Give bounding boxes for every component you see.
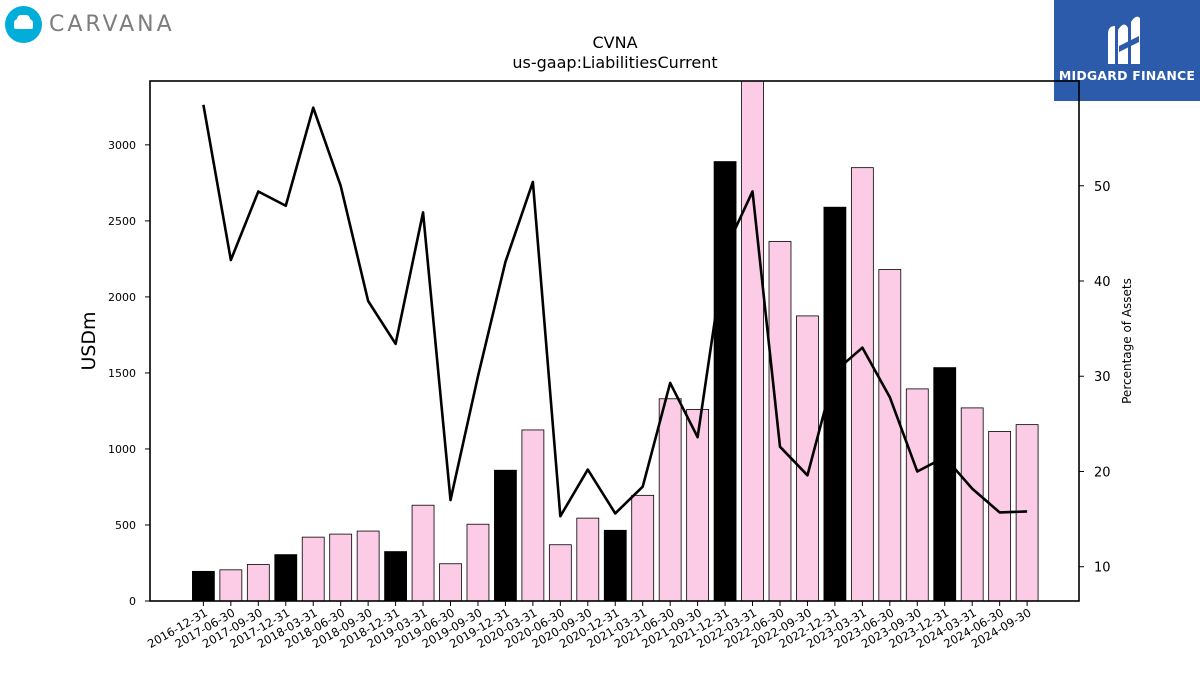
y2-tick-label: 40 (1094, 275, 1111, 290)
y2-tick-label: 30 (1094, 370, 1111, 385)
carvana-logo: CARVANA (5, 5, 175, 43)
bar-2019-12-31 (494, 469, 517, 602)
y-tick-label: 0 (129, 595, 136, 608)
bar-2024-03-31 (960, 407, 984, 602)
bar-2020-06-30 (548, 544, 572, 602)
y-tick-label: 2000 (108, 291, 136, 304)
bar-2016-12-31 (192, 570, 215, 602)
x-axis: 2016-12-312017-06-302017-09-302017-12-31… (145, 601, 1034, 651)
chart-title: CVNA (592, 33, 637, 52)
y2-tick-label: 50 (1094, 180, 1111, 195)
chart-subtitle: us-gaap:LiabilitiesCurrent (512, 53, 717, 72)
y-tick-label: 500 (115, 519, 136, 532)
bar-2020-12-31 (603, 529, 627, 602)
bar-2022-09-30 (796, 315, 819, 602)
bar-2018-12-31 (384, 551, 407, 602)
midgard-wordmark: MIDGARD FINANCE (1058, 68, 1196, 83)
y2-axis-label: Percentage of Assets (1120, 278, 1134, 404)
bar-2017-06-30 (219, 569, 243, 602)
percentage-line (202, 104, 1028, 518)
bar-2020-09-30 (576, 517, 600, 602)
y-axis-right: 10 20 30 40 50 (1079, 180, 1111, 576)
y-axis-label: USDm (78, 311, 100, 370)
bar-2018-03-31 (301, 536, 325, 602)
bar-2021-06-30 (658, 398, 682, 602)
y2-tick-label: 10 (1094, 561, 1111, 576)
bar-2018-09-30 (356, 530, 380, 602)
bar-2023-03-31 (850, 167, 874, 602)
bar-2017-09-30 (246, 564, 270, 602)
bar-2019-09-30 (466, 523, 490, 602)
y-tick-label: 2500 (108, 215, 136, 228)
y2-tick-label: 20 (1094, 465, 1111, 480)
midgard-logo-icon (1108, 16, 1140, 65)
y-tick-label: 1000 (108, 443, 136, 456)
bar-2018-06-30 (329, 533, 353, 602)
bar-2024-06-30 (988, 431, 1012, 602)
y-axis-left: 0 500 1000 1500 2000 2500 3000 (108, 139, 150, 608)
carvana-wordmark: CARVANA (49, 11, 175, 37)
y-tick-label: 1500 (108, 367, 136, 380)
bar-2023-09-30 (905, 388, 929, 602)
bar-2023-06-30 (878, 269, 902, 602)
bar-2020-03-31 (521, 429, 545, 602)
bar-2019-06-30 (439, 563, 462, 602)
bar-2022-03-31 (741, 80, 764, 602)
bar-2019-03-31 (411, 504, 435, 602)
bar-2021-03-31 (631, 494, 655, 602)
bar-2023-12-31 (933, 367, 957, 602)
bar-series (192, 80, 1039, 602)
line-series (202, 104, 1028, 518)
bar-2017-12-31 (274, 554, 298, 602)
bar-2022-06-30 (768, 241, 792, 602)
carvana-car-icon (5, 5, 42, 43)
midgard-logo: MIDGARD FINANCE (1054, 0, 1200, 101)
plot-frame (149, 80, 1080, 602)
y-tick-label: 3000 (108, 139, 136, 152)
bar-2021-12-31 (713, 161, 737, 602)
